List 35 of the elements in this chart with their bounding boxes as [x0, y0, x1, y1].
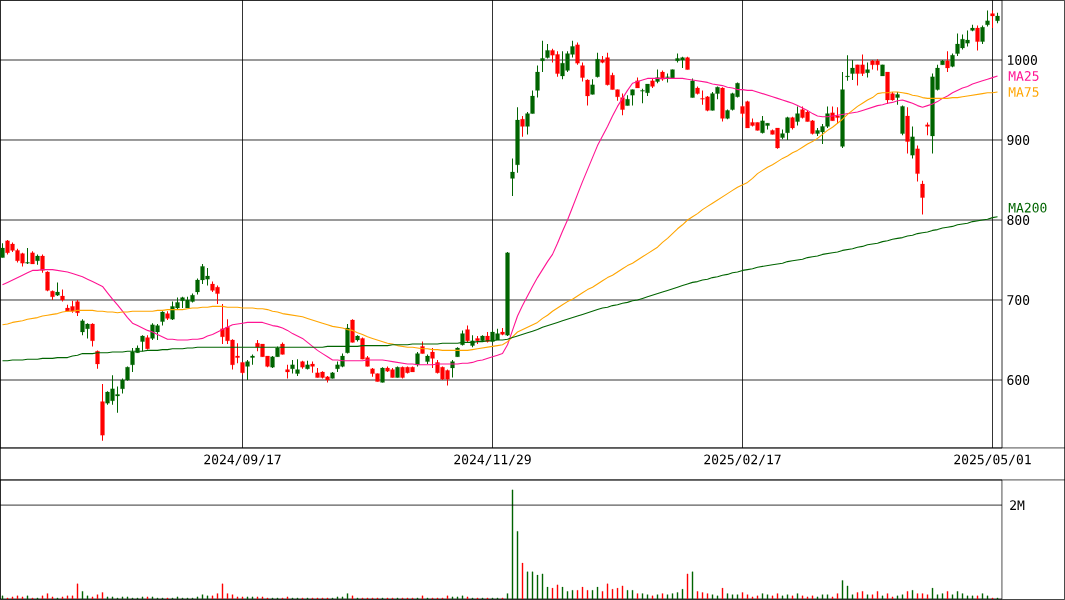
x-tick-label: 2024/09/17 — [204, 454, 281, 466]
candlestick — [690, 77, 695, 99]
candlestick — [910, 125, 915, 159]
candlestick — [510, 157, 515, 197]
x-tick-label: 2025/02/17 — [704, 454, 781, 466]
candlestick — [975, 25, 980, 51]
candlestick — [575, 41, 580, 66]
candlestick — [595, 52, 600, 79]
y-tick-label: 900 — [1007, 135, 1030, 145]
candlestick — [945, 50, 950, 73]
candlestick — [585, 78, 590, 107]
candlestick — [850, 59, 855, 81]
candlestick — [580, 61, 585, 83]
y-tick-label: 700 — [1007, 295, 1030, 305]
candlestick — [980, 25, 985, 45]
series-label: MA25 — [1008, 71, 1039, 81]
candlestick — [540, 40, 545, 73]
candlestick — [845, 54, 850, 82]
candlestick — [90, 322, 95, 347]
candlestick — [245, 359, 250, 381]
candlestick — [920, 180, 925, 215]
candlestick — [40, 253, 45, 274]
candlestick — [795, 105, 800, 127]
series-label: MA75 — [1008, 87, 1039, 97]
y-tick-label: 600 — [1007, 375, 1030, 385]
y-tick-label: 800 — [1007, 215, 1030, 225]
candlestick — [430, 347, 435, 369]
candlestick — [535, 65, 540, 99]
candlestick — [520, 115, 525, 138]
candlestick — [95, 349, 100, 370]
series-label: MA200 — [1008, 202, 1047, 213]
y-tick-label: 1000 — [1008, 55, 1037, 65]
ref-line-label: 2M — [1010, 500, 1025, 510]
x-tick-label: 2024/11/29 — [454, 454, 531, 466]
x-tick-label: 2025/05/01 — [954, 454, 1031, 466]
